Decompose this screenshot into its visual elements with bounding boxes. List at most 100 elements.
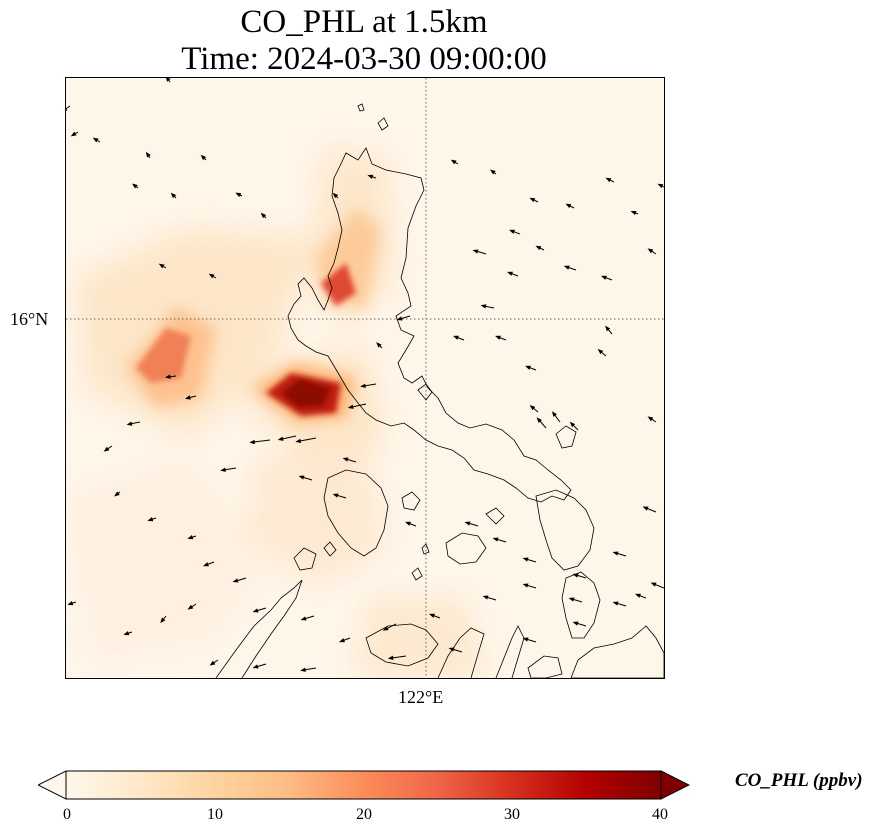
wind-vector-head	[492, 537, 499, 542]
wind-vector-head	[600, 275, 607, 280]
colorbar-tick-10: 10	[207, 806, 223, 823]
wind-vector-head	[506, 271, 513, 276]
coastline-bohol	[527, 655, 563, 678]
wind-vector-head	[568, 597, 575, 602]
wind-vector-head	[482, 595, 489, 600]
wind-vector-head	[103, 446, 110, 452]
wind-vectors	[66, 78, 664, 672]
wind-vector-head	[200, 154, 207, 161]
wind-vector-head	[529, 405, 536, 411]
concentration-field	[66, 148, 486, 678]
colorbar-body	[65, 770, 662, 800]
colorbar-label: CO_PHL (ppbv)	[735, 770, 863, 791]
coastline-leyte	[561, 571, 601, 639]
wind-vector-head	[605, 177, 612, 183]
wind-vector-head	[597, 349, 604, 355]
wind-vector-head	[208, 273, 215, 279]
wind-vector-head	[376, 342, 382, 348]
wind-vector-head	[158, 263, 165, 269]
wind-vector-head	[123, 631, 130, 636]
wind-vector-head	[338, 638, 345, 643]
coastline-burias	[485, 507, 505, 525]
wind-vector-head	[160, 617, 166, 624]
wind-vector-head	[450, 159, 457, 165]
wind-vector-head	[522, 637, 529, 642]
wind-vector-head	[524, 365, 531, 370]
coastline-babuyan	[357, 103, 389, 131]
colorbar-extend-min	[38, 770, 67, 800]
wind-vector-head	[472, 249, 479, 254]
coastline-romblon	[411, 543, 430, 581]
coastline-cebu	[495, 625, 525, 678]
wind-vector-head	[572, 621, 579, 626]
wind-vector-head	[536, 417, 542, 423]
wind-vector-head	[605, 325, 611, 332]
wind-vector-head	[145, 151, 151, 158]
wind-vector-head	[650, 582, 657, 587]
wind-vector-head	[508, 229, 515, 234]
wind-vector-head	[202, 562, 209, 567]
wind-vector-head	[347, 404, 354, 409]
map-panel	[65, 77, 665, 679]
wind-vector-head	[367, 174, 374, 179]
wind-vector-head	[332, 192, 339, 199]
wind-vector-head	[70, 131, 77, 137]
wind-vector-head	[642, 506, 649, 511]
coastline-samar	[535, 489, 595, 571]
wind-vector-head	[92, 137, 99, 143]
wind-vector-head	[166, 78, 171, 82]
wind-vector-head	[249, 439, 256, 445]
wind-vector-head	[147, 517, 154, 522]
wind-vector-head	[612, 601, 619, 606]
wind-vector-head	[277, 436, 284, 441]
wind-vector-head	[332, 493, 339, 498]
colorbar-tick-0: 0	[63, 806, 71, 823]
coastline	[215, 103, 664, 678]
wind-vector-head	[67, 601, 74, 606]
wind-vector-head	[187, 535, 194, 540]
wind-vector-head	[252, 608, 259, 613]
wind-vector-head	[612, 551, 619, 556]
wind-vector-head	[220, 467, 226, 472]
wind-vector-head	[563, 265, 570, 270]
coastline-mindoro	[323, 469, 389, 557]
wind-vector-head	[300, 667, 306, 672]
wind-vector-head	[452, 335, 459, 340]
coastline-marinduque	[401, 491, 421, 511]
colorbar-tick-20: 20	[356, 806, 372, 823]
wind-vector-head	[494, 335, 501, 340]
gridlines	[66, 78, 664, 678]
wind-vector-head	[565, 203, 572, 209]
wind-vector-head	[396, 316, 403, 321]
wind-vector-head	[529, 197, 536, 203]
wind-vector-head	[209, 660, 216, 666]
colorbar-tick-30: 30	[504, 806, 520, 823]
wind-vector-head	[480, 304, 487, 309]
colorbar-extend-max	[660, 770, 690, 800]
wind-vector-head	[647, 416, 654, 422]
wind-vector-head	[551, 411, 557, 417]
wind-vector-shaft	[66, 105, 71, 110]
wind-vector-head	[657, 183, 664, 189]
wind-vector-head	[295, 438, 302, 444]
wind-vector-head	[360, 383, 366, 388]
wind-vector-head	[387, 655, 394, 661]
wind-vector-head	[164, 374, 171, 379]
wind-vector-head	[300, 616, 307, 621]
wind-vector-head	[522, 583, 529, 588]
colorbar	[38, 770, 690, 800]
coastline-palawan-tip	[215, 579, 303, 678]
wind-vector-head	[464, 521, 471, 526]
map-title: CO_PHL at 1.5km	[240, 4, 488, 40]
coastline-polillo	[417, 383, 433, 401]
colorbar-tick-40: 40	[652, 806, 668, 823]
wind-vector-head	[298, 475, 305, 480]
wind-vector-head	[252, 664, 259, 669]
wind-vector-head	[572, 573, 579, 578]
coastline-calamian	[293, 541, 337, 571]
wind-vector-head	[535, 245, 542, 251]
wind-vector-head	[170, 192, 177, 199]
latitude-tick-label: 16°N	[10, 309, 49, 329]
wind-vector-head	[448, 647, 455, 652]
wind-vector-head	[187, 604, 194, 610]
